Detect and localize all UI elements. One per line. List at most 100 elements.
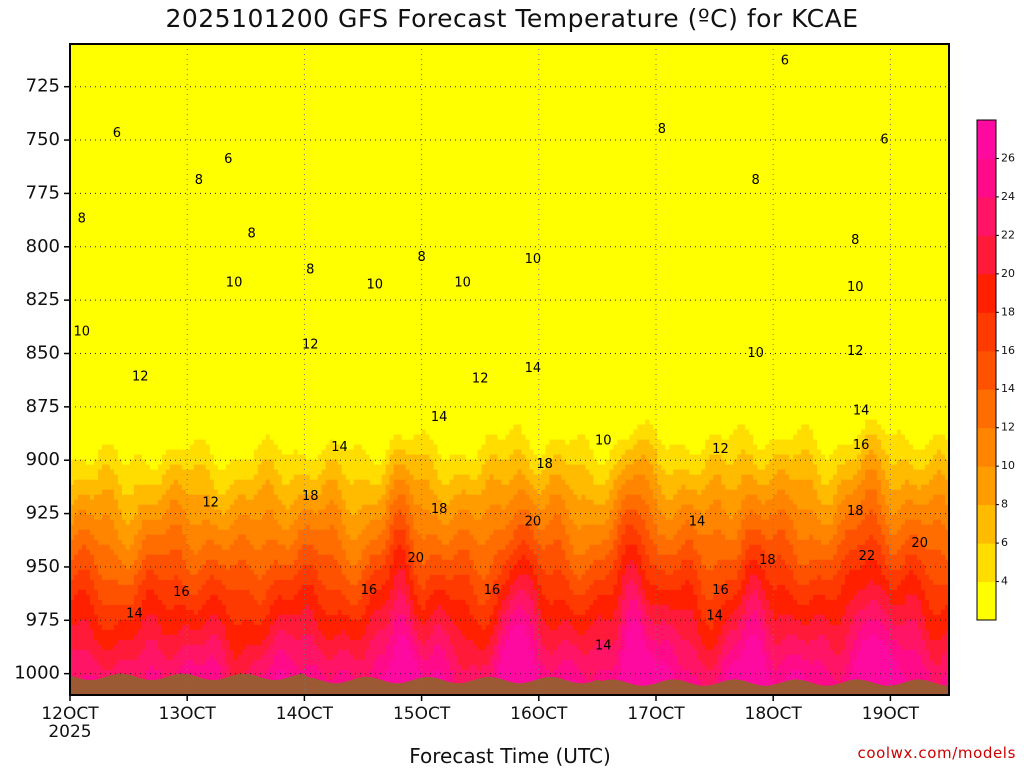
- colorbar-segment: [977, 543, 996, 583]
- x-tick-label: 14OCT: [276, 704, 334, 724]
- contour-label: 6: [113, 126, 121, 141]
- y-tick-label: 825: [26, 289, 60, 310]
- colorbar-tick-label: 10: [1001, 459, 1015, 472]
- credit-link[interactable]: coolwx.com/models: [858, 744, 1017, 762]
- y-tick-label: 975: [26, 609, 60, 630]
- contour-label: 14: [126, 606, 143, 621]
- contour-label: 20: [911, 536, 928, 551]
- contour-label: 18: [536, 457, 553, 472]
- colorbar-segment: [977, 273, 996, 313]
- x-tick-label: 19OCT: [862, 704, 920, 724]
- contour-label: 18: [431, 502, 448, 517]
- x-tick-label: 15OCT: [393, 704, 451, 724]
- y-tick-label: 725: [26, 76, 60, 97]
- colorbar-segment: [977, 466, 996, 506]
- colorbar-tick-label: 14: [1001, 382, 1015, 395]
- contour-label: 10: [73, 325, 90, 340]
- x-tick-label: 18OCT: [745, 704, 803, 724]
- contour-label: 18: [302, 489, 319, 504]
- colorbar-frame: [976, 119, 997, 621]
- contour-label: 18: [847, 504, 864, 519]
- contour-label: 14: [431, 410, 448, 425]
- y-tick-label: 875: [26, 396, 60, 417]
- y-tick-label: 1000: [14, 663, 60, 684]
- x-axis: 12OCT 13OCT 14OCT 15OCT 16OCT 17OCT 18OCT 19OCT…: [41, 695, 920, 742]
- x-axis-year: 2025: [48, 722, 91, 742]
- colorbar-segment: [977, 158, 996, 198]
- x-axis-title: Forecast Time (UTC): [0, 744, 1020, 768]
- contour-label: 20: [525, 515, 542, 530]
- colorbar-tick-label: 12: [1001, 421, 1015, 434]
- contour-label: 16: [484, 583, 501, 598]
- colorbar-tick-label: 24: [1001, 190, 1015, 203]
- contour-label: 22: [859, 549, 876, 564]
- y-axis: 725 750 775 800 825 850 875 900 925 950 975 1000: [14, 76, 70, 684]
- ground-terrain: [70, 673, 949, 695]
- y-tick-label: 800: [26, 236, 60, 257]
- contour-label: 8: [78, 212, 86, 227]
- colorbar-tick-label: 18: [1001, 305, 1015, 318]
- contour-label: 10: [747, 346, 764, 361]
- contour-label: 10: [595, 434, 612, 449]
- y-tick-label: 900: [26, 449, 60, 470]
- contour-label: 8: [658, 122, 666, 137]
- contour-label: 10: [366, 278, 383, 293]
- contour-label: 16: [853, 438, 870, 453]
- contour-label: 18: [759, 553, 776, 568]
- chart-title: 2025101200 GFS Forecast Temperature (ºC)…: [0, 4, 1024, 33]
- contour-label: 14: [595, 638, 612, 653]
- y-tick-label: 850: [26, 342, 60, 363]
- y-tick-label: 925: [26, 503, 60, 524]
- colorbar-segment: [977, 581, 996, 621]
- x-tick-label: 12OCT: [41, 704, 99, 724]
- colorbar-tick-label: 16: [1001, 344, 1015, 357]
- x-tick-label: 17OCT: [627, 704, 685, 724]
- colorbar-tick-label: 4: [1001, 575, 1008, 588]
- colorbar: 4 6 8 10 12 14 16 18 20 22 24 26: [976, 119, 1015, 621]
- contour-label: 12: [712, 442, 729, 457]
- colorbar-segment: [977, 504, 996, 544]
- contour-label: 8: [195, 173, 203, 188]
- contour-label: 12: [202, 495, 219, 510]
- colorbar-segment: [977, 120, 996, 159]
- contour-label: 6: [781, 54, 789, 69]
- colorbar-segment: [977, 312, 996, 352]
- contour-label: 14: [331, 440, 348, 455]
- colorbar-tick-label: 26: [1001, 151, 1015, 164]
- x-tick-label: 13OCT: [159, 704, 217, 724]
- contour-label: 16: [361, 583, 378, 598]
- colorbar-segment: [977, 427, 996, 467]
- x-tick-label: 16OCT: [510, 704, 568, 724]
- contour-label: 10: [525, 252, 542, 267]
- plot-frame: [69, 43, 950, 696]
- contour-label: 12: [302, 337, 319, 352]
- contour-label: 12: [472, 372, 489, 387]
- colorbar-segment: [977, 235, 996, 275]
- contour-label: 8: [248, 226, 256, 241]
- contour-label: 8: [751, 173, 759, 188]
- colorbar-tick-label: 22: [1001, 228, 1015, 241]
- colorbar-segment: [977, 196, 996, 236]
- contour-label: 10: [847, 280, 864, 295]
- contour-label: 12: [847, 344, 864, 359]
- y-tick-label: 950: [26, 556, 60, 577]
- contour-label: 12: [132, 369, 149, 384]
- colorbar-tick-label: 6: [1001, 536, 1008, 549]
- temperature-field: [70, 44, 949, 695]
- contour-label: 10: [226, 276, 243, 291]
- contour-label: 6: [224, 152, 232, 167]
- contour-label: 14: [706, 609, 723, 624]
- contour-label: 6: [880, 133, 888, 148]
- contour-label: 14: [853, 404, 870, 419]
- y-tick-label: 775: [26, 182, 60, 203]
- contour-label: 8: [851, 233, 859, 248]
- contour-label: 20: [407, 551, 424, 566]
- contour-label: 10: [454, 276, 471, 291]
- contour-label: 8: [306, 263, 314, 278]
- colorbar-segment: [977, 389, 996, 429]
- y-tick-label: 750: [26, 129, 60, 150]
- contour-labels: 10 8 6 12 14 16 8 6 8 10 12 12 8 14 18 10 8 10 14 18 16 20 12 1…: [73, 54, 928, 654]
- contour-label: 16: [712, 583, 729, 598]
- contour-label: 8: [417, 250, 425, 265]
